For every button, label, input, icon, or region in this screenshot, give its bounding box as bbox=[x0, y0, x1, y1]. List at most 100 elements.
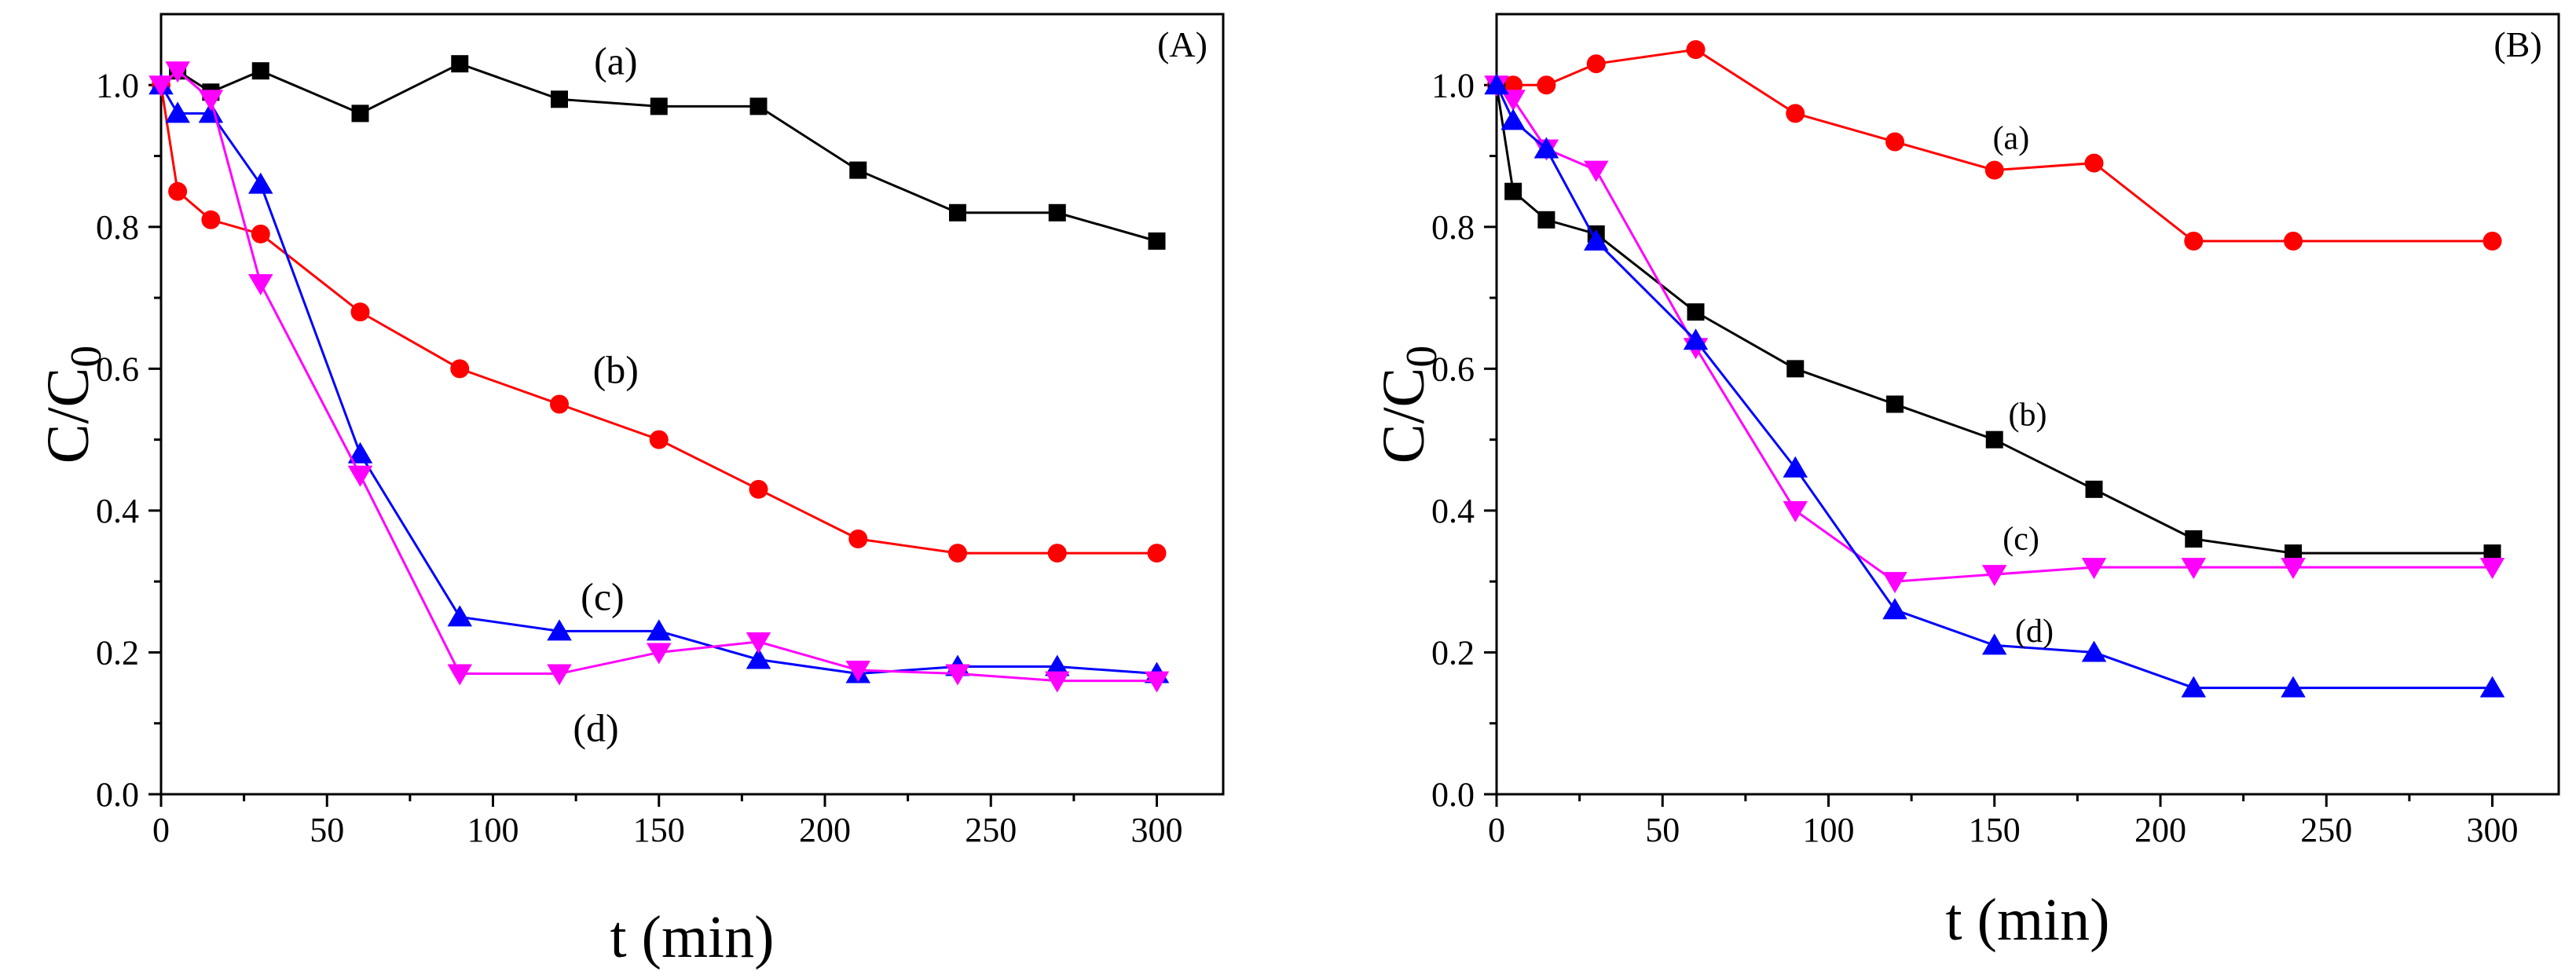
panel-a-series-c-point bbox=[198, 101, 224, 123]
panel-a-series-b-annotation: (b) bbox=[593, 347, 639, 391]
panel-b-series-d-point bbox=[1484, 73, 1509, 95]
panel-b-series-c-point bbox=[2081, 558, 2107, 580]
panel-a-x-tick-label: 50 bbox=[310, 811, 344, 849]
panel-b-x-tick-label: 100 bbox=[1803, 811, 1855, 849]
panel-b-series-b-point bbox=[2285, 544, 2302, 562]
panel-a-series-a-point bbox=[1048, 203, 1066, 222]
panel-b-y-tick-label: 0.6 bbox=[1431, 350, 1475, 388]
panel-a-series-d-point bbox=[945, 664, 970, 686]
panel-a-y-tick-label: 0.8 bbox=[96, 208, 139, 247]
panel-b-series-b-point bbox=[2483, 544, 2501, 562]
panel-b-series-b-point bbox=[1504, 182, 1523, 200]
panel-b-series-b-point bbox=[1786, 360, 1805, 378]
panel-a-x-tick-label: 0 bbox=[152, 811, 170, 849]
panel-b-series-a-point bbox=[2284, 231, 2303, 251]
panel-a-y-tick-label: 0.2 bbox=[96, 633, 139, 672]
panel-a-plot-frame bbox=[159, 13, 1225, 796]
panel-b-series-a-point bbox=[1537, 75, 1556, 95]
panel-b-series-d-point bbox=[1683, 328, 1709, 350]
panel-a-series-d-point bbox=[165, 61, 190, 83]
panel-a-series-c-point bbox=[746, 647, 771, 669]
panel-b-series-d-point bbox=[2081, 640, 2107, 662]
panel-b-series-a-point bbox=[1686, 40, 1706, 60]
panel-a-series-b-point bbox=[550, 394, 569, 414]
panel-a-series-b-point bbox=[1047, 544, 1067, 563]
panel-a-y-tick-label: 1.0 bbox=[96, 66, 139, 104]
panel-a-y-tick-label: 0.6 bbox=[96, 350, 139, 388]
panel-b-series-a-point bbox=[2184, 231, 2204, 251]
panel-a-series-a-annotation: (a) bbox=[594, 39, 638, 83]
panel-a-y-tick-label: 0.4 bbox=[96, 492, 139, 530]
panel-a-series-b-point bbox=[749, 479, 768, 499]
panel-a-series-c-point bbox=[248, 172, 273, 194]
panel-a-series-a-point bbox=[251, 62, 269, 80]
panel-a-series-d-point bbox=[547, 664, 572, 686]
panel-a-series-d-point bbox=[1144, 671, 1170, 693]
panel-a-series-c-point bbox=[1045, 654, 1070, 676]
panel-a-series-b-point bbox=[1147, 544, 1167, 563]
panel-b-series-d-point bbox=[2281, 676, 2306, 698]
panel-a-y-tick-label: 0.0 bbox=[96, 775, 139, 814]
panel-b-x-tick-label: 300 bbox=[2467, 811, 2519, 849]
panel-a-series-c-point bbox=[547, 619, 572, 641]
panel-a-series-a-point bbox=[650, 97, 668, 115]
panel-b-series-b-point bbox=[1985, 431, 2003, 449]
panel-a-x-tick-label: 200 bbox=[799, 811, 851, 849]
panel-b-series-a-point bbox=[2483, 231, 2502, 251]
panel-b-x-tick-label: 50 bbox=[1645, 811, 1680, 849]
panel-b-series-c-point bbox=[2181, 558, 2206, 580]
panel-b-series-d-point bbox=[2181, 676, 2206, 698]
panel-a-y-axis-label-subscript: 0 bbox=[62, 346, 111, 368]
panel-b-series-b-point bbox=[1886, 395, 1904, 413]
panel-b-series-a-point bbox=[2084, 153, 2104, 173]
panel-a-series-d-point bbox=[148, 75, 174, 97]
panel-a-series-d-point bbox=[647, 643, 672, 665]
panel-a-series-c-point bbox=[647, 619, 672, 641]
panel-b-x-tick-label: 150 bbox=[1969, 811, 2021, 849]
panel-a-x-tick-label: 150 bbox=[633, 811, 685, 849]
panel-b-x-tick-label: 0 bbox=[1488, 811, 1505, 849]
panel-b-series-d-point bbox=[1534, 137, 1559, 159]
panel-b-series-a-point bbox=[1786, 104, 1805, 123]
panel-b-series-c-point bbox=[1882, 572, 1907, 594]
panel-a-series-a-point bbox=[849, 161, 867, 179]
panel-a-tag: (A) bbox=[1157, 24, 1207, 64]
panel-a-series-a-point bbox=[1148, 232, 1166, 250]
panel-b: 0 50 100 150 200 250 300 0.0 0.2 0.4 0.6 0.8 1.0 t (m… bbox=[1371, 13, 2560, 953]
panel-b-y-tick-label: 0.8 bbox=[1431, 208, 1475, 247]
panel-b-series-c-point bbox=[1783, 500, 1808, 522]
panel-b-series-b-point bbox=[2185, 530, 2203, 548]
panel-a-series-c-point bbox=[447, 605, 472, 627]
panel-b-series-c-point bbox=[1501, 90, 1526, 112]
panel-b-series-b-point bbox=[1687, 303, 1705, 321]
panel-a-series-d-point bbox=[845, 661, 870, 683]
panel-b-tag: (B) bbox=[2494, 24, 2541, 64]
panel-b-series-d-line bbox=[1495, 84, 2493, 690]
panel-b-series-b-point bbox=[2085, 480, 2103, 498]
panel-b-y-tick-label: 1.0 bbox=[1431, 66, 1475, 104]
panel-b-y-axis-label-subscript: 0 bbox=[1398, 346, 1446, 368]
panel-a-x-tick-label: 100 bbox=[467, 811, 519, 849]
panel-b-series-c-point bbox=[1982, 565, 2007, 587]
panel-b-series-c-point bbox=[2479, 558, 2505, 580]
panel-b-series-d-annotation: (d) bbox=[2015, 614, 2054, 650]
panel-a-series-c-point bbox=[165, 101, 190, 123]
panel-b-series-c-annotation: (c) bbox=[2003, 522, 2039, 558]
panel-a-series-a-point bbox=[949, 203, 966, 222]
panel-a-series-d-point bbox=[198, 90, 224, 112]
panel-b-series-a-point bbox=[1885, 132, 1904, 152]
panel-b-x-axis-label: t (min) bbox=[1946, 887, 2110, 953]
panel-a-series-b-point bbox=[948, 544, 967, 563]
panel-b-y-tick-label: 0.4 bbox=[1431, 492, 1475, 530]
panel-a-series-b-point bbox=[649, 430, 669, 449]
panel-a-series-c-annotation: (c) bbox=[581, 574, 625, 618]
panel-b-series-c-point bbox=[1584, 160, 1609, 182]
panel-a-series-a-point bbox=[749, 97, 768, 115]
panel-b-series-d-point bbox=[2479, 676, 2505, 698]
panel-a-series-d-point bbox=[447, 664, 472, 686]
panel-a-series-a-point bbox=[451, 55, 469, 73]
panel-b-series-d-point bbox=[1584, 229, 1609, 251]
panel-b-series-d-point bbox=[1882, 598, 1907, 620]
